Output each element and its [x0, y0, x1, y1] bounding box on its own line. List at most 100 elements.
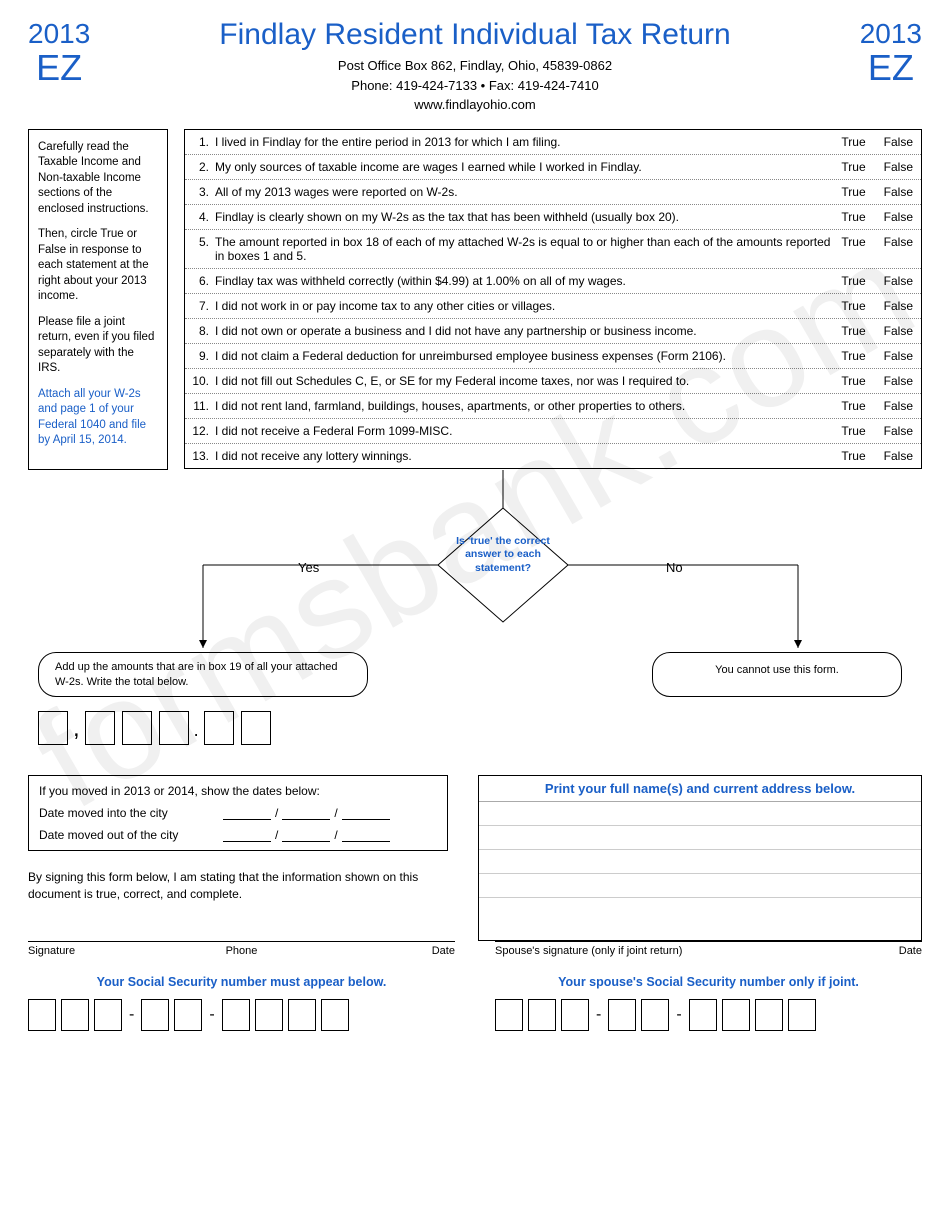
statement-text: I did not own or operate a business and …	[215, 324, 841, 338]
true-option[interactable]: True	[841, 349, 865, 363]
true-option[interactable]: True	[841, 399, 865, 413]
signature-line-right[interactable]: Spouse's signature (only if joint return…	[495, 941, 922, 957]
statement-text: I did not work in or pay income tax to a…	[215, 299, 841, 313]
ssn-digit[interactable]	[689, 999, 717, 1031]
ssn-digit[interactable]	[321, 999, 349, 1031]
false-option[interactable]: False	[884, 210, 913, 224]
false-option[interactable]: False	[884, 135, 913, 149]
false-option[interactable]: False	[884, 160, 913, 174]
signature-line-left[interactable]: Signature Phone Date	[28, 941, 455, 957]
false-option[interactable]: False	[884, 399, 913, 413]
ssn-your-title: Your Social Security number must appear …	[28, 975, 455, 989]
ssn-digit[interactable]	[561, 999, 589, 1031]
true-option[interactable]: True	[841, 424, 865, 438]
statement-row: 6.Findlay tax was withheld correctly (wi…	[185, 269, 921, 294]
true-option[interactable]: True	[841, 160, 865, 174]
statement-row: 12.I did not receive a Federal Form 1099…	[185, 419, 921, 444]
statement-text: I did not receive a Federal Form 1099-MI…	[215, 424, 841, 438]
digit-input[interactable]	[85, 711, 115, 745]
false-option[interactable]: False	[884, 274, 913, 288]
statement-number: 10.	[191, 374, 215, 388]
statement-text: I lived in Findlay for the entire period…	[215, 135, 841, 149]
true-option[interactable]: True	[841, 449, 865, 463]
false-option[interactable]: False	[884, 235, 913, 249]
false-option[interactable]: False	[884, 424, 913, 438]
ssn-digit[interactable]	[174, 999, 202, 1031]
false-option[interactable]: False	[884, 349, 913, 363]
moved-in-label: Date moved into the city	[39, 806, 219, 820]
address-line-input[interactable]	[479, 874, 921, 898]
date-input[interactable]	[282, 828, 330, 842]
ssn-digit[interactable]	[495, 999, 523, 1031]
ssn-digit[interactable]	[755, 999, 783, 1031]
statement-row: 11.I did not rent land, farmland, buildi…	[185, 394, 921, 419]
statement-row: 10.I did not fill out Schedules C, E, or…	[185, 369, 921, 394]
true-option[interactable]: True	[841, 210, 865, 224]
true-option[interactable]: True	[841, 324, 865, 338]
ssn-digit[interactable]	[641, 999, 669, 1031]
false-option[interactable]: False	[884, 324, 913, 338]
address-line-input[interactable]	[479, 898, 921, 922]
statement-number: 2.	[191, 160, 215, 174]
ssn-digit[interactable]	[722, 999, 750, 1031]
date-label: Date	[313, 945, 455, 957]
instructions-p3: Please file a joint return, even if you …	[38, 315, 158, 377]
ssn-digit[interactable]	[255, 999, 283, 1031]
ez-right: EZ	[860, 50, 922, 86]
statement-number: 11.	[191, 399, 215, 413]
instructions-p1: Carefully read the Taxable Income and No…	[38, 140, 158, 218]
true-option[interactable]: True	[841, 299, 865, 313]
false-option[interactable]: False	[884, 374, 913, 388]
year-ez-left: 2013 EZ	[28, 18, 90, 86]
false-option[interactable]: False	[884, 449, 913, 463]
statement-row: 3.All of my 2013 wages were reported on …	[185, 180, 921, 205]
address-line-input[interactable]	[479, 826, 921, 850]
ez-left: EZ	[28, 50, 90, 86]
header-website: www.findlayohio.com	[90, 95, 859, 115]
ssn-digit[interactable]	[94, 999, 122, 1031]
spouse-signature-label: Spouse's signature (only if joint return…	[495, 945, 780, 957]
ssn-digit[interactable]	[288, 999, 316, 1031]
ssn-digit[interactable]	[141, 999, 169, 1031]
true-option[interactable]: True	[841, 135, 865, 149]
true-option[interactable]: True	[841, 274, 865, 288]
dash: -	[129, 1006, 134, 1024]
false-option[interactable]: False	[884, 185, 913, 199]
digit-input[interactable]	[38, 711, 68, 745]
dash: -	[596, 1006, 601, 1024]
digit-input[interactable]	[204, 711, 234, 745]
ssn-digit[interactable]	[222, 999, 250, 1031]
year-left: 2013	[28, 18, 90, 50]
no-label: No	[666, 560, 683, 575]
digit-input[interactable]	[122, 711, 152, 745]
ssn-digit[interactable]	[608, 999, 636, 1031]
date-input[interactable]	[342, 806, 390, 820]
digit-input[interactable]	[159, 711, 189, 745]
ssn-digit[interactable]	[61, 999, 89, 1031]
false-option[interactable]: False	[884, 299, 913, 313]
true-option[interactable]: True	[841, 235, 865, 249]
ssn-digit[interactable]	[28, 999, 56, 1031]
header: 2013 EZ Findlay Resident Individual Tax …	[28, 18, 922, 115]
statement-number: 3.	[191, 185, 215, 199]
digit-input[interactable]	[241, 711, 271, 745]
statement-text: I did not rent land, farmland, buildings…	[215, 399, 841, 413]
year-ez-right: 2013 EZ	[860, 18, 922, 86]
dash: -	[209, 1006, 214, 1024]
address-line-input[interactable]	[479, 802, 921, 826]
date-input[interactable]	[282, 806, 330, 820]
statement-text: I did not fill out Schedules C, E, or SE…	[215, 374, 841, 388]
true-option[interactable]: True	[841, 374, 865, 388]
statement-text: Findlay tax was withheld correctly (with…	[215, 274, 841, 288]
statement-text: My only sources of taxable income are wa…	[215, 160, 841, 174]
ssn-digit[interactable]	[788, 999, 816, 1031]
address-line-input[interactable]	[479, 850, 921, 874]
date-input[interactable]	[223, 806, 271, 820]
true-option[interactable]: True	[841, 185, 865, 199]
ssn-digit[interactable]	[528, 999, 556, 1031]
header-phone-fax: Phone: 419-424-7133 • Fax: 419-424-7410	[90, 76, 859, 96]
year-right: 2013	[860, 18, 922, 50]
date-input[interactable]	[223, 828, 271, 842]
ssn-your-row: - -	[28, 999, 455, 1031]
date-input[interactable]	[342, 828, 390, 842]
